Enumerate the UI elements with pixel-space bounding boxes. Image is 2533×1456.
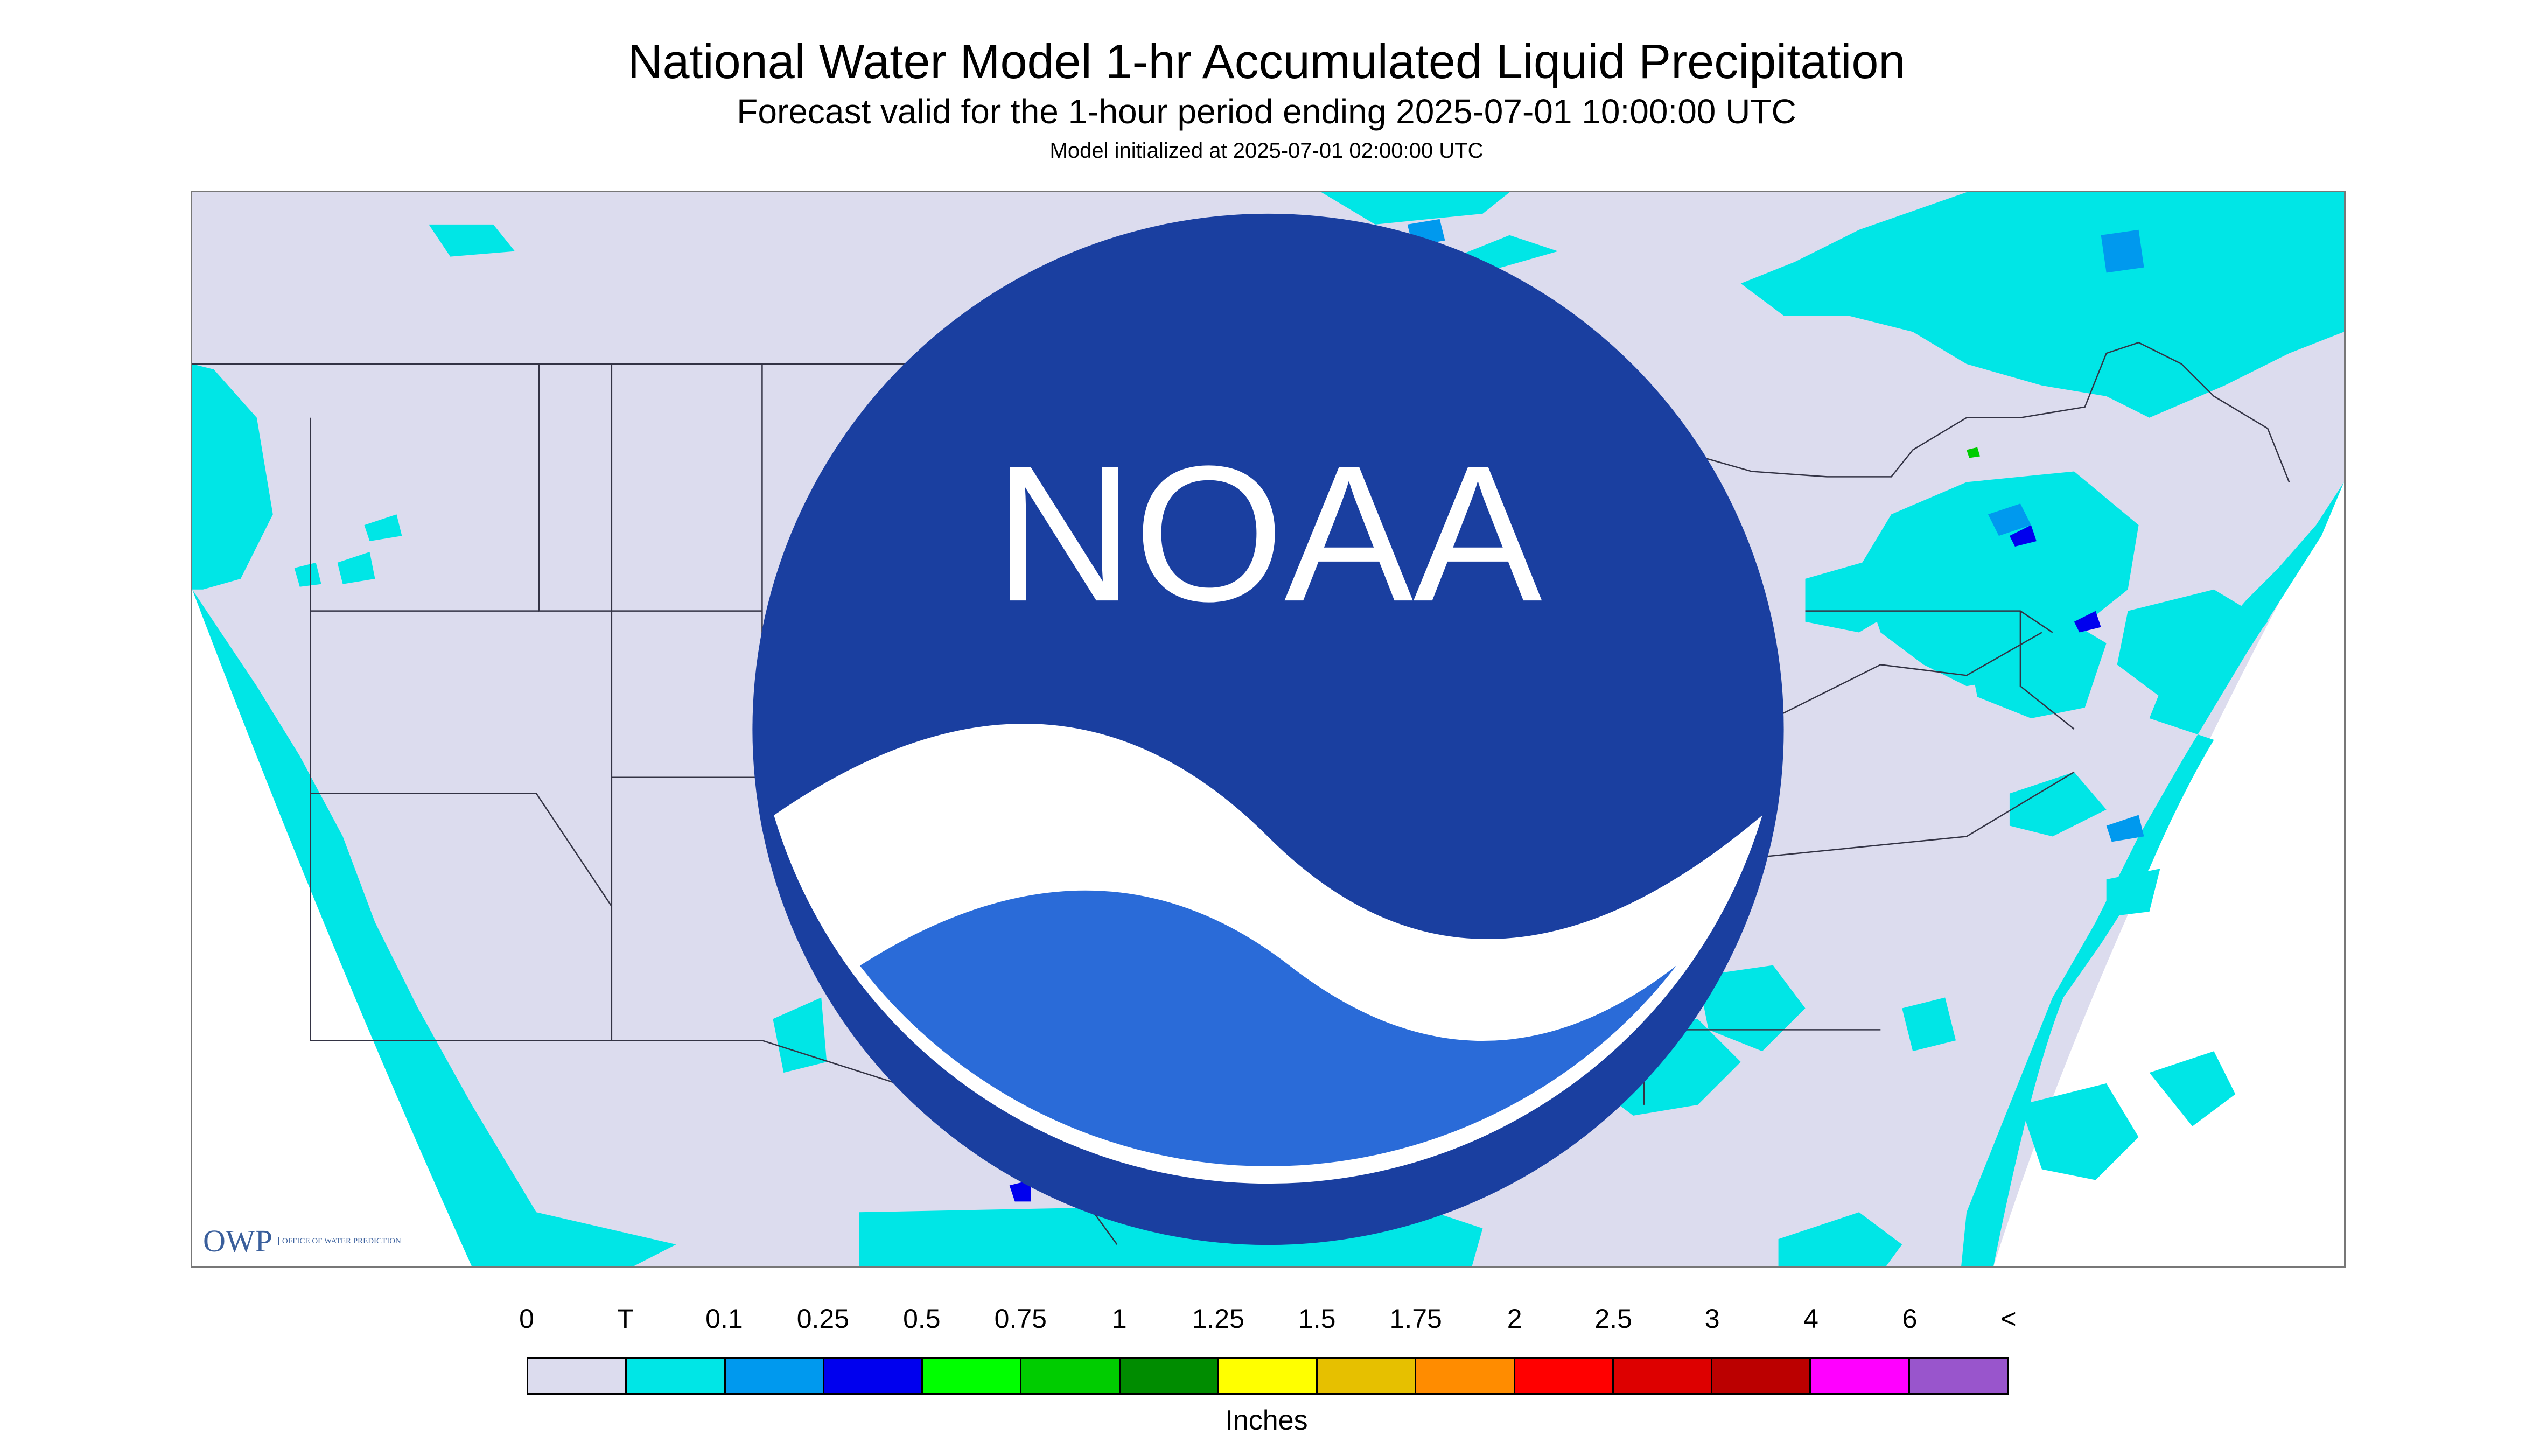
legend-swatch [1613,1359,1713,1393]
legend-tick-label: T [617,1304,634,1334]
legend-swatch [1021,1359,1121,1393]
legend-tick-label: 1.25 [1192,1304,1244,1334]
legend-tick-label: 0.5 [903,1304,941,1334]
legend-tick-label: 0.75 [994,1304,1047,1334]
legend-swatch [627,1359,726,1393]
legend-swatch [824,1359,923,1393]
legend-colorbar [527,1357,2009,1395]
legend-swatch [1515,1359,1614,1393]
legend-tick-label: 1.75 [1389,1304,1442,1334]
legend-tick-label: 0.25 [796,1304,850,1334]
owp-logo-subtext: OFFICE OF WATER PREDICTION [277,1236,401,1245]
noaa-logo-icon: NOAA [752,213,1784,1245]
legend-swatch [1416,1359,1515,1393]
legend-swatch [1811,1359,1910,1393]
legend-swatch [1318,1359,1417,1393]
legend-tick-label: 6 [1902,1304,1918,1334]
atlantic-precip [1902,772,2236,1180]
model-init-text: Model initialized at 2025-07-01 02:00:00… [1049,139,1484,163]
noaa-logo-text: NOAA [994,426,1543,642]
northwest-precip [294,224,515,587]
legend-tick-label: 2 [1507,1304,1522,1334]
legend-units: Inches [1225,1405,1308,1436]
map-title: National Water Model 1-hr Accumulated Li… [627,35,1906,89]
legend-tick-label: 2.5 [1594,1304,1632,1334]
legend-tick-label: 3 [1704,1304,1720,1334]
legend-labels: 0 T 0.1 0.25 0.5 0.75 1 1.25 1.5 1.75 2 2.5 3 4 6 < [519,1303,2017,1335]
legend-swatch [725,1359,824,1393]
legend-tick-label: 1 [1111,1304,1127,1334]
legend-tick-label: 4 [1803,1304,1818,1334]
legend-swatch [528,1359,627,1393]
legend-swatch [1712,1359,1811,1393]
legend-swatch [1219,1359,1318,1393]
legend-swatch [923,1359,1022,1393]
legend-swatch [1120,1359,1219,1393]
legend-tick-label: 1.5 [1298,1304,1336,1334]
legend-tick-label: < [2000,1304,2017,1334]
forecast-valid-subtitle: Forecast valid for the 1-hour period end… [737,92,1796,131]
owp-logo-text: OWP [203,1223,272,1258]
precipitation-map[interactable]: OWP OFFICE OF WATER PREDICTION NOAA [191,191,2346,1268]
legend-tick-label: 0 [519,1304,534,1334]
legend-swatch [1909,1359,2007,1393]
legend-tick-label: 0.1 [705,1304,743,1334]
owp-logo: OWP OFFICE OF WATER PREDICTION [203,1223,401,1259]
